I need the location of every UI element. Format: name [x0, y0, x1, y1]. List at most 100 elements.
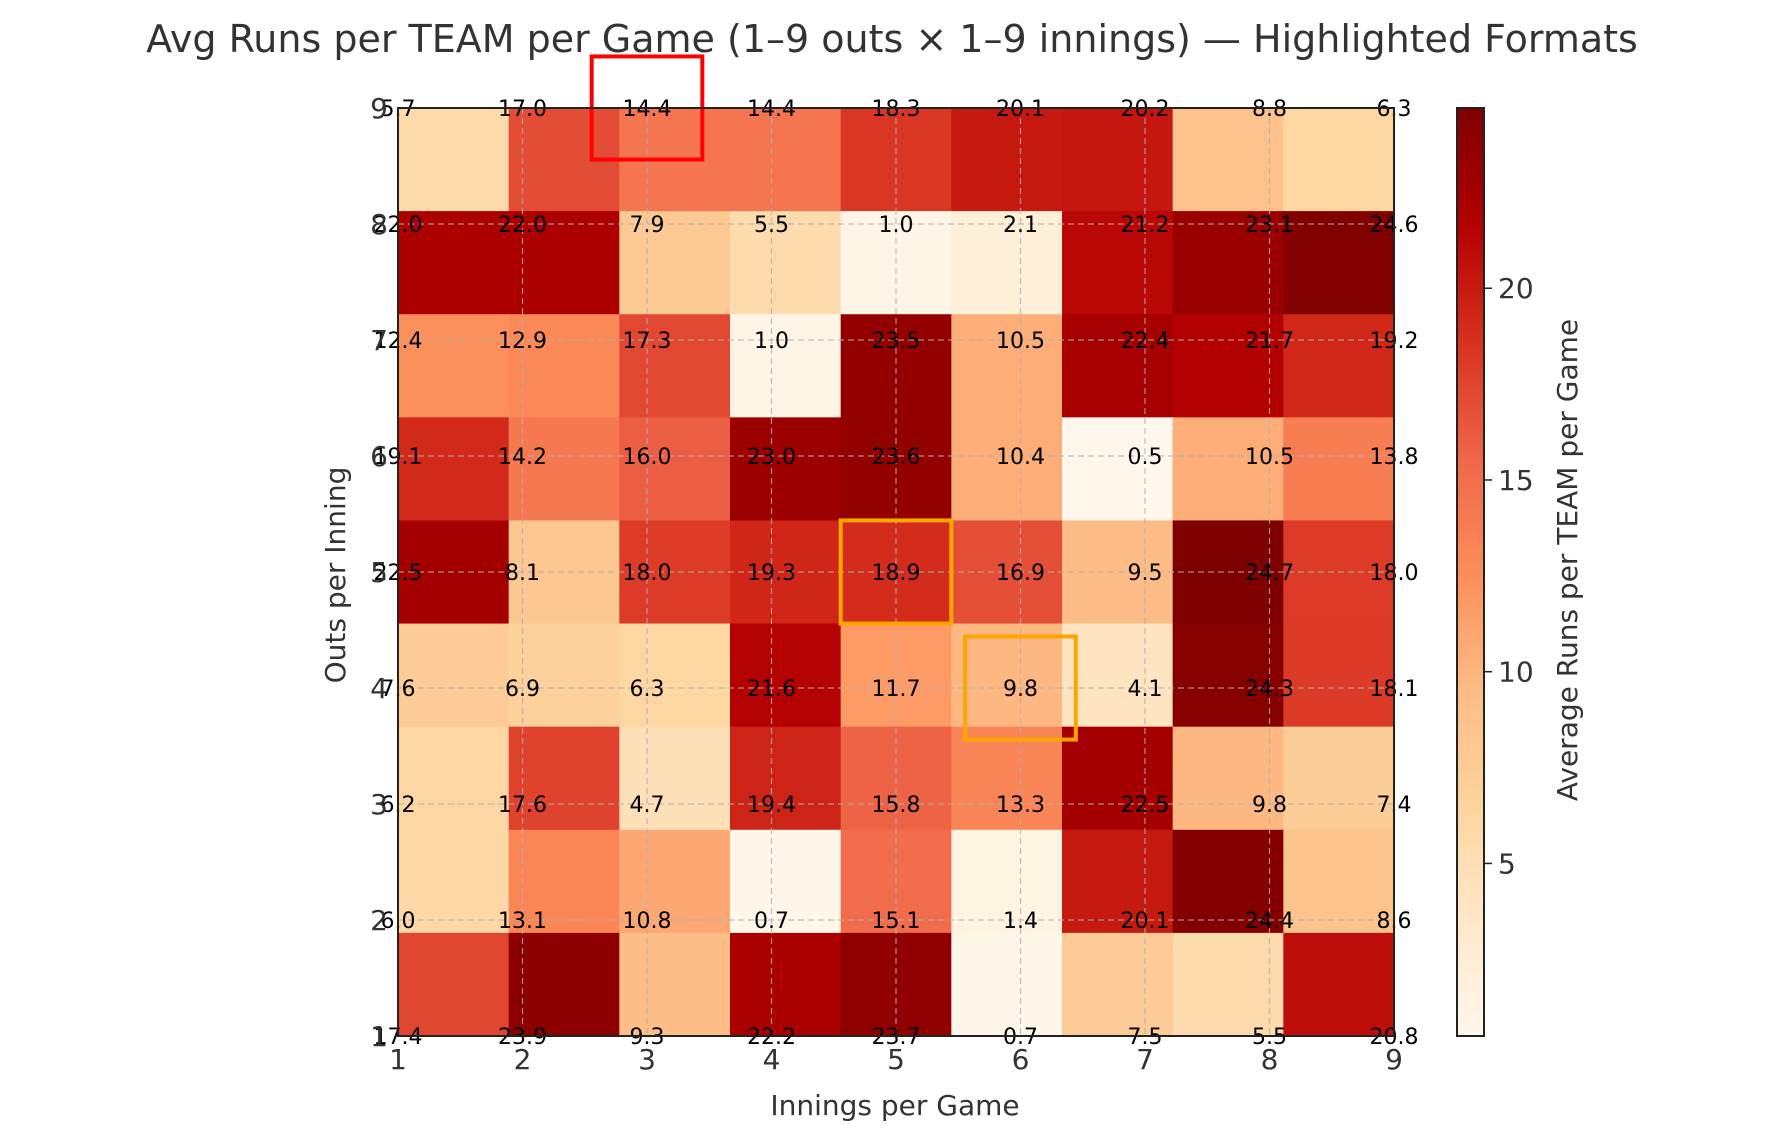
highlight-box — [963, 634, 1078, 742]
cell-value-label: 24.7 — [1245, 561, 1294, 586]
heatmap-cell — [1172, 108, 1284, 212]
heatmap-cell — [1283, 211, 1395, 315]
cell-value-label: 7.5 — [1128, 1025, 1163, 1050]
cell-value-label: 19.3 — [747, 561, 796, 586]
cell-value-label: 10.5 — [996, 329, 1045, 354]
heatmap-cell — [1283, 108, 1395, 212]
highlight-box — [838, 518, 954, 626]
heatmap-cell — [951, 211, 1063, 315]
heatmap-cell — [1283, 623, 1395, 728]
cell-value-label: 4.1 — [1128, 677, 1163, 702]
heatmap-cell — [1172, 829, 1284, 934]
y-tick-label: 7 — [370, 324, 388, 357]
cell-value-label: 18.3 — [872, 97, 921, 122]
heatmap-cell — [1283, 726, 1395, 831]
heatmap-cell — [730, 623, 842, 728]
heatmap-cell — [619, 314, 731, 418]
heatmap-cell — [1062, 829, 1174, 934]
cell-value-label: 23.7 — [872, 1025, 921, 1050]
colorbar-tick-label: 5 — [1498, 847, 1516, 880]
cell-value-label: 0.5 — [1128, 445, 1163, 470]
x-tick-label: 7 — [1136, 1043, 1154, 1076]
cell-value-label: 13.1 — [498, 909, 547, 934]
y-tick-label: 8 — [370, 208, 388, 241]
heatmap-cell — [1062, 726, 1174, 831]
y-tick-label: 6 — [370, 440, 388, 473]
cell-value-label: 13.3 — [996, 793, 1045, 818]
cell-value-label: 24.3 — [1245, 677, 1294, 702]
heatmap-cell — [730, 932, 842, 1037]
x-tick-label: 1 — [389, 1043, 407, 1076]
heatmap-cell — [398, 829, 510, 934]
cell-value-label: 6.3 — [630, 677, 665, 702]
cell-value-label: 6.9 — [505, 677, 540, 702]
heatmap-cell — [508, 623, 620, 728]
heatmap-cell — [1062, 314, 1174, 418]
cell-value-label: 17.6 — [498, 793, 547, 818]
cell-value-label: 1.4 — [1003, 909, 1038, 934]
heatmap-cell — [508, 417, 620, 521]
heatmap-cell — [730, 314, 842, 418]
heatmap-cell — [1062, 932, 1174, 1037]
heatmap-cell — [398, 623, 510, 728]
cell-value-label: 9.5 — [1128, 561, 1163, 586]
x-tick-label: 6 — [1012, 1043, 1030, 1076]
x-tick-label: 9 — [1385, 1043, 1403, 1076]
heatmap-cell — [1172, 211, 1284, 315]
y-tick-label: 3 — [370, 788, 388, 821]
colorbar-tick-label: 20 — [1498, 272, 1534, 305]
heatmap-cell — [1172, 314, 1284, 418]
heatmap-cell — [619, 726, 731, 831]
heatmap-cell — [619, 623, 731, 728]
y-tick-label: 1 — [370, 1020, 388, 1053]
cell-value-label: 12.9 — [498, 329, 547, 354]
heatmap-cell — [1283, 314, 1395, 418]
cell-value-label: 1.0 — [754, 329, 789, 354]
heatmap-cell — [1172, 932, 1284, 1037]
y-tick-label: 5 — [370, 556, 388, 589]
cell-value-label: 23.1 — [1245, 213, 1294, 238]
cell-value-label: 21.7 — [1245, 329, 1294, 354]
cell-value-label: 18.0 — [623, 561, 672, 586]
heatmap-cell — [951, 932, 1063, 1037]
cell-value-label: 21.6 — [747, 677, 796, 702]
heatmap-cell — [951, 108, 1063, 212]
heatmap-cell — [619, 932, 731, 1037]
cell-value-label: 15.8 — [872, 793, 921, 818]
heatmap-cell — [398, 417, 510, 521]
heatmap-cell — [730, 108, 842, 212]
cell-value-label: 21.2 — [1121, 213, 1170, 238]
cell-value-label: 10.4 — [996, 445, 1045, 470]
cell-value-label: 20.2 — [1121, 97, 1170, 122]
plot-frame — [397, 107, 1395, 1037]
cell-value-label: 7.9 — [630, 213, 665, 238]
cell-value-label: 23.9 — [498, 1025, 547, 1050]
heatmap-cell — [508, 829, 620, 934]
colorbar-tick-label: 15 — [1498, 464, 1534, 497]
y-tick-label: 2 — [370, 904, 388, 937]
heatmap-cell — [1172, 623, 1284, 728]
x-tick-label: 8 — [1261, 1043, 1279, 1076]
cell-value-label: 14.4 — [747, 97, 796, 122]
cell-value-label: 22.4 — [1121, 329, 1170, 354]
cell-value-label: 1.0 — [879, 213, 914, 238]
cell-value-label: 8.1 — [505, 561, 540, 586]
heatmap-cell — [951, 829, 1063, 934]
cell-value-label: 19.4 — [747, 793, 796, 818]
x-tick-label: 2 — [514, 1043, 532, 1076]
colorbar-gradient — [1456, 107, 1485, 1037]
cell-value-label: 18.9 — [872, 561, 921, 586]
heatmap-cell — [730, 829, 842, 934]
cell-value-label: 22.0 — [498, 213, 547, 238]
cell-value-label: 14.4 — [623, 97, 672, 122]
heatmap-cell — [398, 108, 510, 212]
cell-value-label: 9.8 — [1003, 677, 1038, 702]
heatmap-cell — [1062, 417, 1174, 521]
y-axis-label: Outs per Inning — [319, 467, 352, 684]
heatmap-cell — [1062, 108, 1174, 212]
heatmap-cell — [398, 932, 510, 1037]
heatmap-cell — [619, 417, 731, 521]
chart-title: Avg Runs per TEAM per Game (1–9 outs × 1… — [146, 17, 1638, 61]
heatmap-cell — [1172, 726, 1284, 831]
cell-value-label: 4.7 — [630, 793, 665, 818]
